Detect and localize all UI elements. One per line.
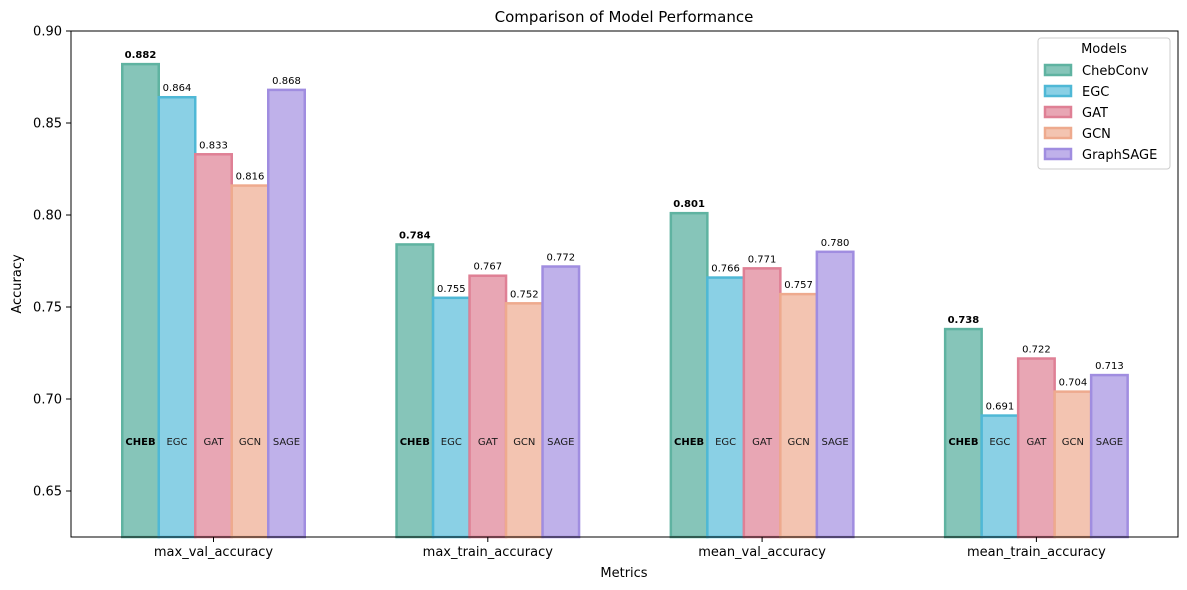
x-tick-label: max_train_accuracy xyxy=(423,545,554,560)
legend-swatch xyxy=(1043,147,1073,161)
bar-model-label: GAT xyxy=(204,437,225,448)
bar-value-label: 0.713 xyxy=(1095,361,1124,372)
bar-gcn xyxy=(230,184,270,539)
bar-egc xyxy=(157,95,197,539)
y-tick-label: 0.90 xyxy=(33,25,62,40)
legend-swatch xyxy=(1043,105,1073,119)
bar-value-label: 0.868 xyxy=(272,76,301,87)
legend-title: Models xyxy=(1081,42,1127,57)
legend-label: GAT xyxy=(1082,106,1108,121)
bar-model-label: CHEB xyxy=(674,437,704,448)
y-tick-label: 0.80 xyxy=(33,209,62,224)
y-axis: 0.65 0.70 0.75 0.80 0.85 0.90 xyxy=(33,25,71,500)
bar-model-label: EGC xyxy=(715,437,736,448)
bar-model-label: EGC xyxy=(441,437,462,448)
bar-model-label: SAGE xyxy=(1096,437,1123,448)
bar-model-label: SAGE xyxy=(547,437,574,448)
y-tick-label: 0.85 xyxy=(33,117,62,132)
x-axis: max_val_accuracy max_train_accuracy mean_v… xyxy=(154,537,1106,560)
y-tick-label: 0.65 xyxy=(33,485,62,500)
bar-model-label: CHEB xyxy=(400,437,430,448)
bar-value-label: 0.722 xyxy=(1022,345,1051,356)
legend-label: EGC xyxy=(1082,85,1109,100)
legend-swatch xyxy=(1043,84,1073,98)
bar-value-label: 0.882 xyxy=(125,50,157,61)
chart-title: Comparison of Model Performance xyxy=(495,8,754,26)
bar-egc xyxy=(980,414,1020,539)
bar-model-label: GCN xyxy=(513,437,535,448)
bar-model-label: EGC xyxy=(989,437,1010,448)
bar-cheb xyxy=(669,211,709,539)
bar-gcn xyxy=(779,292,819,539)
bar-gat xyxy=(742,267,782,539)
bar-value-label: 0.755 xyxy=(437,284,466,295)
plot-frame xyxy=(70,30,1179,538)
bar-value-label: 0.738 xyxy=(948,315,980,326)
bar-egc xyxy=(431,296,471,539)
bar-sage xyxy=(267,88,306,539)
bar-value-label: 0.766 xyxy=(711,264,740,275)
bars-layer xyxy=(121,62,1129,539)
bar-model-label: CHEB xyxy=(125,437,155,448)
bar-model-label: GAT xyxy=(1026,437,1047,448)
bar-value-label: 0.772 xyxy=(546,253,575,264)
bar-gat xyxy=(468,274,508,539)
bar-sage xyxy=(1089,373,1129,539)
x-tick-label: mean_val_accuracy xyxy=(698,545,826,560)
bar-model-label: EGC xyxy=(166,437,187,448)
y-tick-label: 0.70 xyxy=(33,393,62,408)
bar-value-label: 0.757 xyxy=(784,280,813,291)
bar-value-label: 0.816 xyxy=(236,172,265,183)
bar-gat xyxy=(194,153,233,539)
bar-value-label: 0.780 xyxy=(821,238,850,249)
bar-value-label: 0.864 xyxy=(163,83,192,94)
legend: Models ChebConv EGC GAT GCN GraphSAGE xyxy=(1037,37,1171,170)
y-tick-label: 0.75 xyxy=(33,301,62,316)
bar-cheb xyxy=(395,243,435,539)
bar-value-label: 0.784 xyxy=(399,230,431,241)
x-tick-label: max_val_accuracy xyxy=(154,545,274,560)
bar-gcn xyxy=(1053,390,1093,539)
legend-swatch xyxy=(1043,63,1073,77)
bar-cheb xyxy=(943,327,983,539)
bar-model-label: SAGE xyxy=(273,437,300,448)
y-axis-label: Accuracy xyxy=(10,254,25,314)
bar-model-label: CHEB xyxy=(948,437,978,448)
bar-value-label: 0.752 xyxy=(510,289,539,300)
bar-model-label: GAT xyxy=(752,437,773,448)
bar-sage xyxy=(541,265,581,539)
legend-label: GCN xyxy=(1082,127,1111,142)
bar-value-label: 0.833 xyxy=(199,140,228,151)
legend-swatch xyxy=(1043,126,1073,140)
legend-label: ChebConv xyxy=(1082,64,1149,79)
bar-model-label: SAGE xyxy=(821,437,848,448)
bar-model-label: GAT xyxy=(478,437,499,448)
bar-egc xyxy=(706,276,746,539)
legend-label: GraphSAGE xyxy=(1082,148,1157,163)
bar-model-label: GCN xyxy=(239,437,261,448)
bar-labels-layer: 0.882 CHEB 0.864 EGC 0.833 GAT 0.816 GCN 0.868 SA… xyxy=(125,50,1124,448)
bar-gcn xyxy=(504,302,544,539)
bar-sage xyxy=(815,250,855,539)
bar-value-label: 0.771 xyxy=(748,254,777,265)
bar-value-label: 0.801 xyxy=(673,199,705,210)
x-axis-label: Metrics xyxy=(600,566,647,581)
bar-value-label: 0.691 xyxy=(986,402,1015,413)
bar-model-label: GCN xyxy=(1062,437,1084,448)
bar-value-label: 0.767 xyxy=(473,262,502,273)
bar-value-label: 0.704 xyxy=(1059,378,1088,389)
bar-cheb xyxy=(121,62,160,539)
x-tick-label: mean_train_accuracy xyxy=(967,545,1106,560)
bar-model-label: GCN xyxy=(787,437,809,448)
